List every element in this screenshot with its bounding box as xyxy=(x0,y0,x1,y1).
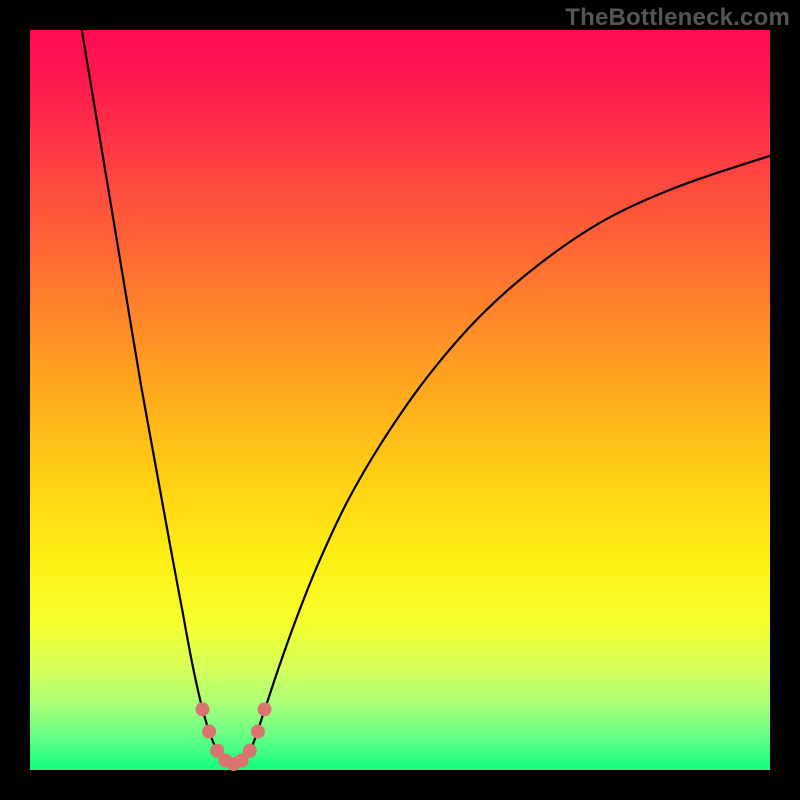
bottleneck-chart xyxy=(0,0,800,800)
trough-marker xyxy=(258,702,272,716)
trough-marker xyxy=(251,725,265,739)
chart-container: TheBottleneck.com xyxy=(0,0,800,800)
trough-marker xyxy=(243,744,257,758)
trough-marker xyxy=(202,725,216,739)
watermark-text: TheBottleneck.com xyxy=(565,4,790,32)
plot-background xyxy=(30,30,770,770)
trough-marker xyxy=(195,702,209,716)
